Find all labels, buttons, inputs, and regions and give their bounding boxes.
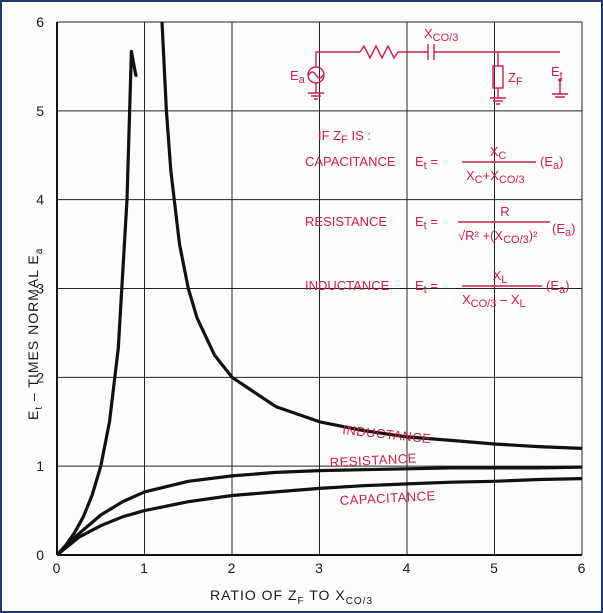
x-tick-label: 2 [228,560,237,576]
series-capacitor-symbol [398,44,499,66]
formula-panel: IF ZF IS : CAPACITANCE Et = XC XC+XCO/3 … [305,128,575,310]
curves [55,21,583,557]
output-label: Et [551,64,563,82]
source-label: Ea [290,68,306,86]
series-line-capacitance [55,477,583,557]
series-line-inductance-branch-2 [160,21,583,450]
case-inductance-numerator: XL [493,268,508,286]
capacitor-label: XCO/3 [424,26,458,44]
case-resistance-factor: (Ea) [552,221,575,239]
case-inductance-denominator: XCO/3 – XL [462,292,526,310]
x-tick-label: 4 [403,560,412,576]
x-tick-label: 0 [53,560,62,576]
formula-intro: IF ZF IS : [318,128,371,146]
case-capacitance-denominator: XC+XCO/3 [466,168,525,186]
curve-label-resistance: RESISTANCE [329,450,417,470]
x-tick-label: 1 [140,560,149,576]
load-label: ZF [508,70,523,88]
resistor-symbol [359,44,399,60]
case-capacitance-name: CAPACITANCE [305,154,396,169]
case-resistance-numerator: R [500,204,509,219]
series-line-resistance [55,465,583,557]
x-tick-label: 3 [315,560,324,576]
x-axis-title: RATIO OF ZF TO XCO/3 [210,587,373,607]
series-line-inductance-branch-1 [55,49,138,557]
case-inductance-name: INDUCTANCE [305,278,390,293]
case-inductance-lhs: Et = [415,278,438,296]
tick-labels: 0 1 2 3 4 5 6 0 1 2 3 4 5 6 [36,14,587,576]
y-tick-label: 5 [36,103,45,119]
circuit-diagram: Ea XCO/3 ZF Et [290,26,568,105]
grid-lines [56,21,583,556]
x-tick-label: 5 [490,560,499,576]
y-tick-label: 2 [36,369,45,385]
y-tick-label: 6 [36,14,45,30]
output-terminal-dot [558,78,562,82]
case-capacitance-factor: (Ea) [540,154,563,172]
case-capacitance-lhs: Et = [415,154,438,172]
y-tick-label: 0 [36,547,45,563]
curve-label-capacitance: CAPACITANCE [339,488,436,508]
source-ground-symbol [308,83,324,100]
case-resistance-lhs: Et = [415,214,438,232]
case-capacitance-numerator: XC [490,144,507,162]
y-tick-label: 1 [36,458,45,474]
case-inductance-factor: (Ea) [546,278,569,296]
y-tick-label: 3 [36,281,45,297]
x-tick-label: 6 [578,560,587,576]
curve-label-inductance: INDUCTANCE [342,422,432,446]
y-axis-title: Et – TIMES NORMAL Ea [25,248,45,420]
source-wire [315,51,360,67]
y-tick-label: 4 [36,192,45,208]
output-terminal-symbol [498,51,568,98]
case-resistance-denominator: √R² +(XCO/3)² [458,228,538,246]
source-wave-glyph [308,71,324,79]
case-resistance-name: RESISTANCE [305,214,387,229]
load-ground-symbol [490,88,506,105]
